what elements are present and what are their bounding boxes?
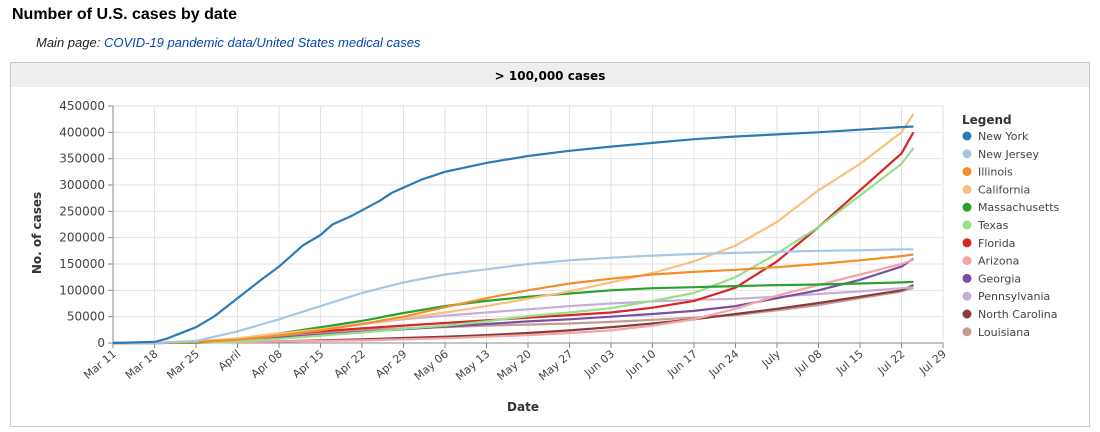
legend-label-louisiana: Louisiana bbox=[978, 326, 1030, 339]
chart-title: > 100,000 cases bbox=[495, 69, 606, 83]
legend-label-california: California bbox=[978, 183, 1030, 196]
legend-swatch-georgia bbox=[962, 273, 972, 283]
main-page-link[interactable]: COVID-19 pandemic data/United States med… bbox=[103, 35, 421, 50]
y-tick-label: 350000 bbox=[59, 152, 105, 166]
legend-swatch-arizona bbox=[962, 256, 972, 266]
legend-label-north-carolina: North Carolina bbox=[978, 308, 1058, 321]
legend-swatch-new-york bbox=[962, 131, 972, 141]
legend-label-new-york: New York bbox=[978, 130, 1029, 143]
x-axis-label: Date bbox=[507, 400, 539, 414]
series-line-arizona bbox=[113, 258, 914, 345]
series-line-texas bbox=[113, 147, 915, 345]
series-line-new-york bbox=[112, 125, 914, 345]
legend-label-new-jersey: New Jersey bbox=[978, 148, 1040, 161]
chart-title-bar bbox=[11, 63, 1089, 87]
legend-swatch-louisiana bbox=[962, 327, 972, 337]
main-page-note: Main page: COVID-19 pandemic data/United… bbox=[36, 35, 420, 50]
legend-swatch-florida bbox=[962, 238, 972, 248]
y-axis-label: No. of cases bbox=[30, 192, 44, 274]
legend-swatch-illinois bbox=[962, 167, 972, 177]
legend-label-georgia: Georgia bbox=[978, 272, 1021, 285]
y-tick-label: 450000 bbox=[59, 99, 105, 113]
legend-label-illinois: Illinois bbox=[978, 166, 1013, 179]
y-tick-label: 400000 bbox=[59, 125, 105, 139]
y-tick-label: 300000 bbox=[59, 178, 105, 192]
legend-swatch-pennsylvania bbox=[962, 291, 972, 301]
y-tick-label: 100000 bbox=[59, 283, 105, 297]
legend-title: Legend bbox=[962, 113, 1012, 127]
plot-area: 0 50000 100000 150000 200000 250000 300000 3500… bbox=[59, 99, 949, 383]
series-line-california bbox=[113, 113, 915, 345]
legend-swatch-north-carolina bbox=[962, 309, 972, 319]
legend: New York New Jersey Illinois California Mass… bbox=[962, 130, 1060, 339]
y-tick-label: 0 bbox=[97, 336, 105, 350]
y-tick-label: 150000 bbox=[59, 257, 105, 271]
legend-label-massachusetts: Massachusetts bbox=[978, 201, 1060, 214]
legend-label-pennsylvania: Pennsylvania bbox=[978, 290, 1050, 303]
y-tick-label: 250000 bbox=[59, 204, 105, 218]
page-heading: Number of U.S. cases by date bbox=[12, 6, 237, 23]
series-line-illinois bbox=[113, 253, 914, 345]
legend-label-texas: Texas bbox=[977, 219, 1009, 232]
legend-swatch-massachusetts bbox=[962, 202, 972, 212]
legend-label-arizona: Arizona bbox=[978, 255, 1019, 268]
main-page-prefix: Main page: bbox=[36, 35, 104, 50]
y-tick-label: 200000 bbox=[59, 231, 105, 245]
legend-swatch-california bbox=[962, 184, 972, 194]
legend-swatch-new-jersey bbox=[962, 149, 972, 159]
series-line-new-jersey bbox=[113, 248, 914, 345]
legend-swatch-texas bbox=[962, 220, 972, 230]
chart: > 100,000 cases 0 50000 100000 150000 200000… bbox=[10, 62, 1090, 427]
y-tick-label: 50000 bbox=[67, 310, 105, 324]
legend-label-florida: Florida bbox=[978, 237, 1015, 250]
